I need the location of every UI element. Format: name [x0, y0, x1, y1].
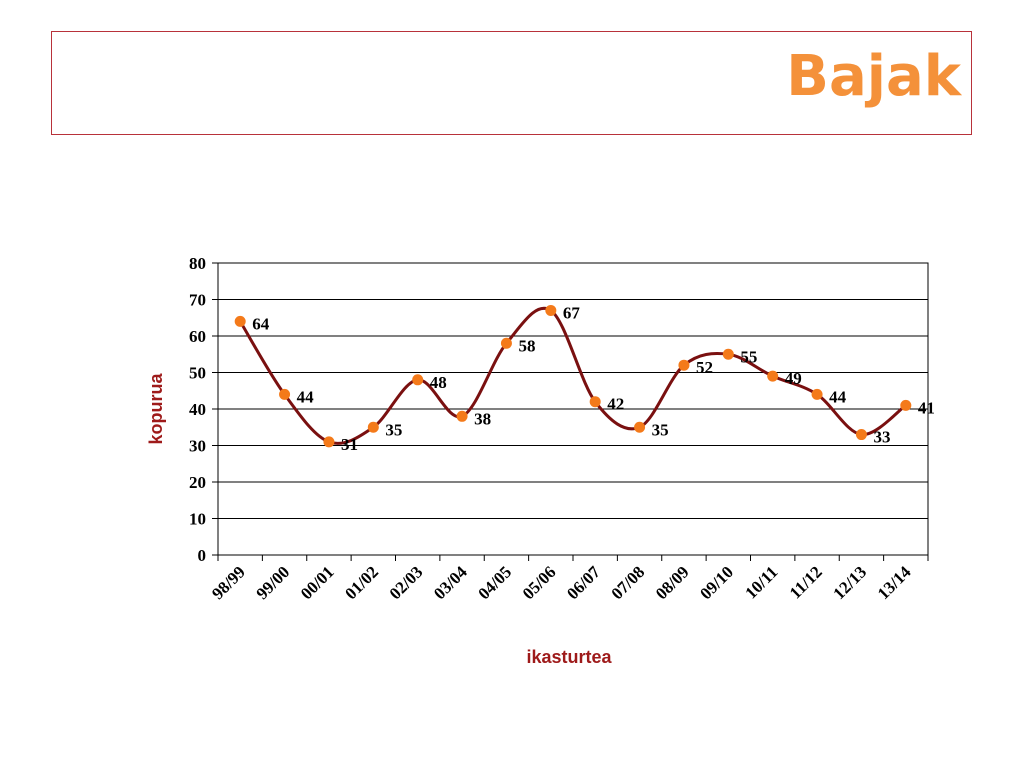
data-label: 44: [297, 387, 315, 406]
data-label: 44: [829, 387, 847, 406]
data-point: [323, 436, 335, 448]
y-tick-label: 50: [189, 364, 206, 383]
y-tick-label: 10: [189, 510, 206, 529]
y-tick-label: 70: [189, 291, 206, 310]
x-tick-label: 05/06: [519, 562, 560, 603]
x-tick-label: 04/05: [474, 562, 515, 603]
x-tick-label: 03/04: [430, 562, 471, 603]
y-tick-label: 80: [189, 254, 206, 273]
data-label: 33: [873, 428, 890, 447]
data-label: 35: [385, 420, 402, 439]
y-tick-label: 40: [189, 400, 206, 419]
x-tick-label: 06/07: [563, 562, 604, 603]
data-point: [412, 374, 424, 386]
data-point: [722, 348, 734, 360]
data-point: [767, 370, 779, 382]
data-point: [234, 315, 246, 327]
data-label: 31: [341, 435, 358, 454]
y-tick-label: 20: [189, 473, 206, 492]
data-point: [589, 396, 601, 408]
data-point: [900, 399, 912, 411]
data-label: 52: [696, 358, 713, 377]
x-tick-label: 98/99: [208, 562, 249, 603]
data-label: 41: [918, 398, 935, 417]
x-tick-label: 09/10: [696, 562, 737, 603]
x-tick-label: 13/14: [874, 562, 915, 603]
data-point: [545, 304, 557, 316]
data-point: [634, 421, 646, 433]
series-line: [238, 306, 907, 445]
y-tick-label: 0: [198, 546, 207, 565]
y-axis-title: kopurua: [146, 373, 166, 445]
x-tick-label: 02/03: [386, 562, 427, 603]
x-tick-label: 11/12: [786, 562, 826, 602]
x-tick-label: 10/11: [741, 562, 781, 602]
x-axis-title: ikasturtea: [526, 647, 612, 667]
x-tick-label: 99/00: [253, 562, 294, 603]
y-tick-label: 30: [189, 437, 206, 456]
data-point: [456, 410, 468, 422]
data-label: 35: [652, 420, 669, 439]
x-tick-label: 01/02: [341, 562, 382, 603]
x-tick-label: 07/08: [608, 562, 649, 603]
data-point: [855, 429, 867, 441]
slide-title: Bajak: [786, 44, 961, 109]
y-tick-label: 60: [189, 327, 206, 346]
data-label: 58: [518, 336, 535, 355]
data-label: 55: [740, 347, 757, 366]
data-label: 38: [474, 409, 491, 428]
data-point: [500, 337, 512, 349]
data-point: [279, 388, 291, 400]
data-label: 42: [607, 395, 624, 414]
data-label: 64: [252, 314, 270, 333]
data-point: [367, 421, 379, 433]
data-label: 67: [563, 303, 581, 322]
x-tick-label: 08/09: [652, 562, 693, 603]
data-label: 48: [430, 373, 447, 392]
x-tick-label: 12/13: [829, 562, 870, 603]
x-tick-label: 00/01: [297, 562, 338, 603]
data-point: [811, 388, 823, 400]
data-label: 49: [785, 369, 802, 388]
data-point: [678, 359, 690, 371]
title-frame: Bajak: [51, 31, 972, 135]
